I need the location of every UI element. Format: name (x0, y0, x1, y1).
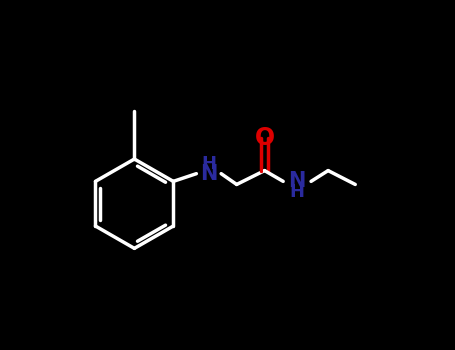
Text: O: O (254, 126, 275, 150)
Text: N: N (200, 164, 217, 184)
Text: H: H (290, 183, 305, 201)
Text: H: H (201, 155, 216, 173)
Text: N: N (288, 172, 306, 191)
